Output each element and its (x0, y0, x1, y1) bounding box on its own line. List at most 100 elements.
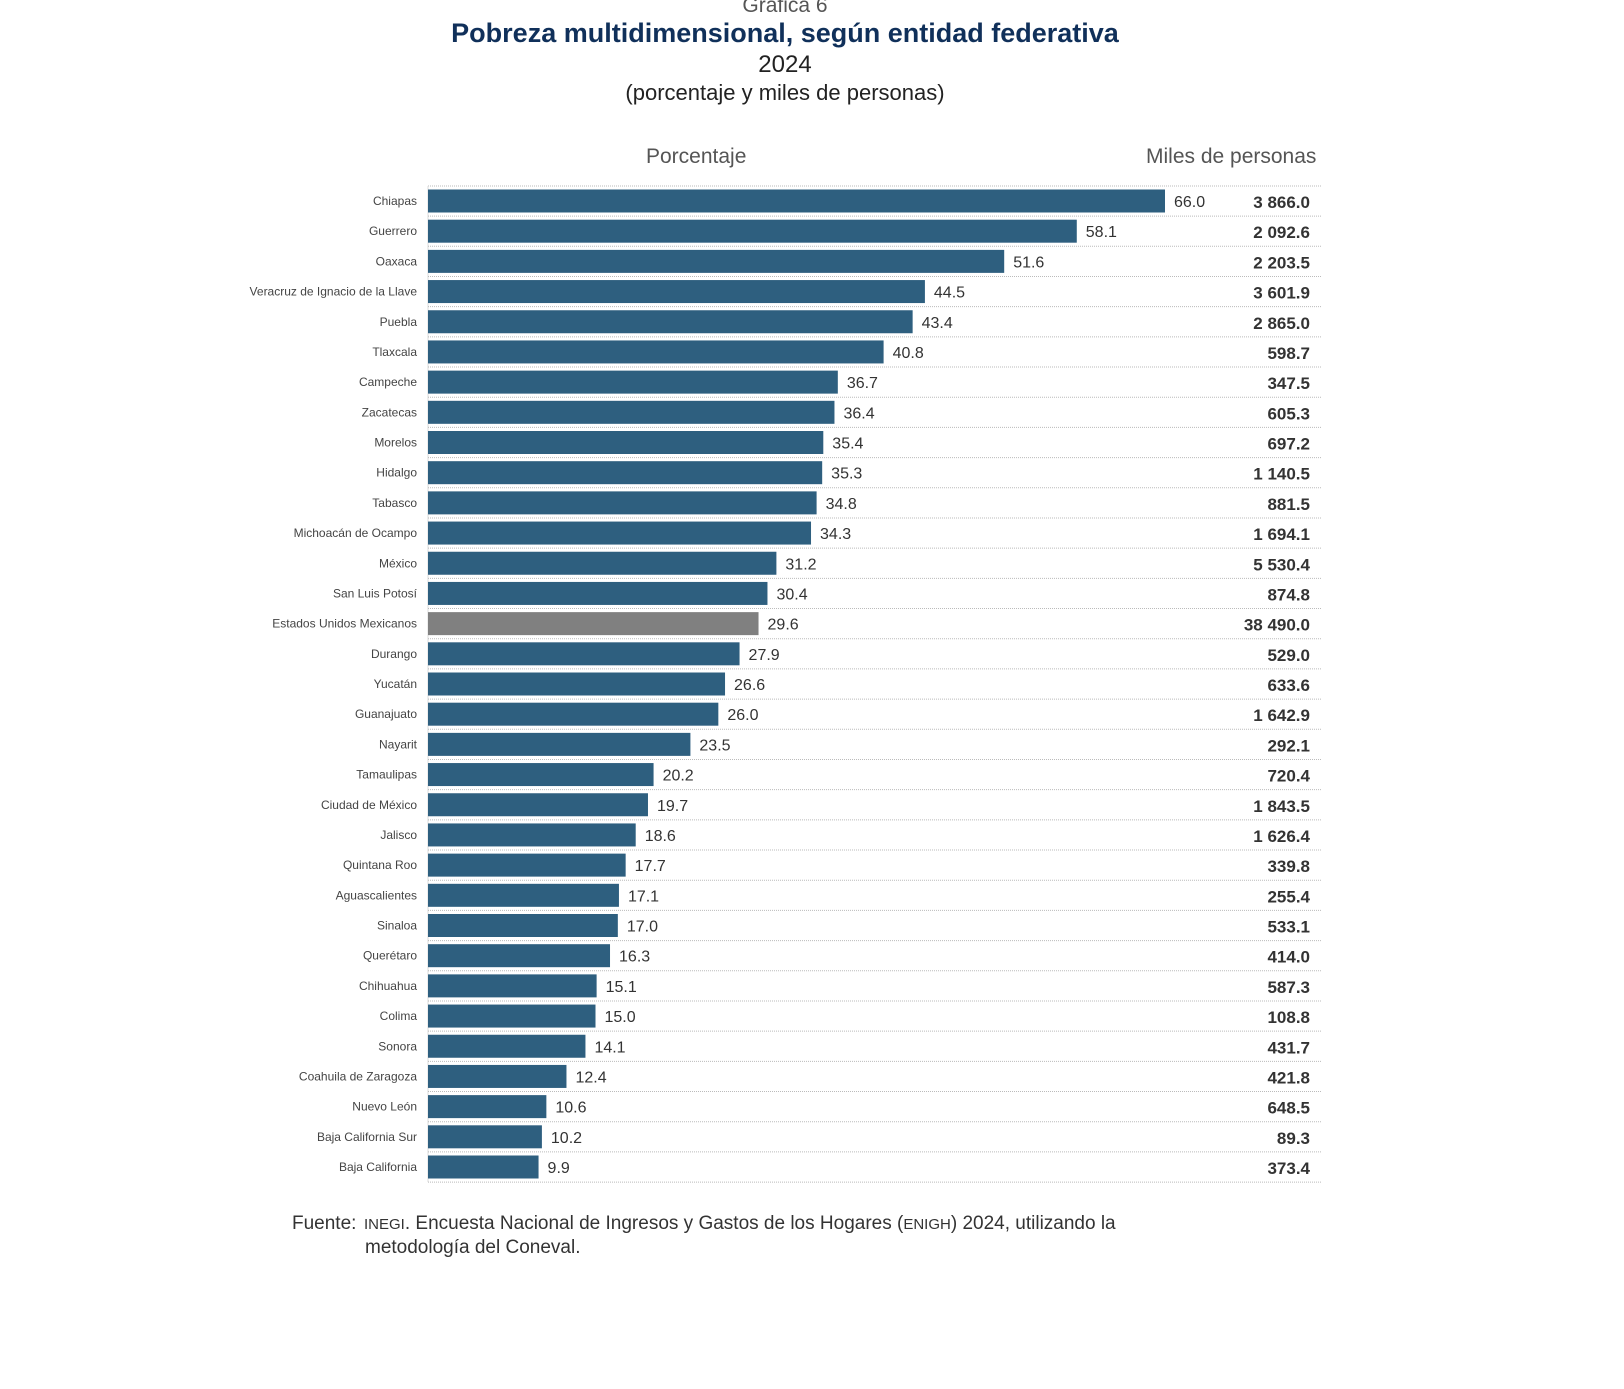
value-label: 9.9 (548, 1160, 570, 1177)
bar (428, 672, 726, 696)
bar (428, 219, 1077, 243)
category-label: Chihuahua (359, 979, 417, 993)
chart-kicker: Gráfica 6 (742, 0, 828, 17)
source-label: Fuente: (292, 1213, 357, 1234)
bar (428, 461, 823, 485)
thousands-label: 5 530.4 (1253, 555, 1310, 574)
category-label: Estados Unidos Mexicanos (272, 617, 417, 631)
bar (428, 249, 1005, 273)
category-label: Guanajuato (355, 707, 417, 721)
thousands-label: 648.5 (1267, 1099, 1310, 1118)
bar (428, 310, 913, 334)
source-line2: metodología del Coneval. (365, 1237, 581, 1258)
chart-units: (porcentaje y miles de personas) (625, 80, 945, 105)
bar (428, 732, 691, 756)
bar (428, 431, 824, 454)
thousands-label: 3 866.0 (1253, 193, 1310, 212)
bar (428, 1034, 586, 1058)
value-label: 31.2 (785, 556, 816, 573)
value-label: 58.1 (1086, 224, 1117, 241)
category-label: Nuevo León (352, 1100, 417, 1114)
thousands-column-header: Miles de personas (1146, 145, 1317, 168)
category-label: Oaxaca (376, 254, 418, 268)
category-label: Yucatán (374, 677, 417, 691)
category-label: Baja California (339, 1160, 417, 1174)
thousands-label: 1 843.5 (1253, 797, 1310, 816)
value-label: 14.1 (594, 1039, 625, 1056)
bar (428, 1125, 542, 1149)
thousands-label: 292.1 (1267, 736, 1310, 755)
bar (428, 974, 597, 998)
bar (428, 370, 838, 394)
bar (428, 883, 619, 907)
category-label: Jalisco (380, 828, 417, 842)
thousands-label: 1 626.4 (1253, 827, 1310, 846)
category-label: Tabasco (372, 496, 417, 510)
thousands-label: 108.8 (1267, 1008, 1310, 1027)
bar (428, 612, 759, 636)
category-label: Quintana Roo (343, 858, 417, 872)
thousands-label: 2 092.6 (1253, 223, 1310, 242)
value-label: 40.8 (893, 345, 924, 362)
value-label: 34.3 (820, 526, 851, 543)
category-label: Veracruz de Ignacio de la Llave (250, 285, 418, 299)
category-label: Durango (371, 647, 417, 661)
source-text-a: . Encuesta Nacional de Ingresos y Gastos… (404, 1213, 904, 1234)
thousands-label: 373.4 (1267, 1159, 1310, 1178)
value-label: 29.6 (768, 617, 799, 634)
source-note: Fuente: INEGI. Encuesta Nacional de Ingre… (292, 1212, 1116, 1259)
category-label: Guerrero (369, 224, 417, 238)
thousands-label: 697.2 (1267, 435, 1310, 454)
category-label: Morelos (374, 436, 417, 450)
value-label: 44.5 (934, 285, 965, 302)
bar (428, 491, 817, 515)
thousands-label: 89.3 (1277, 1129, 1310, 1148)
bar (428, 1095, 547, 1119)
thousands-label: 1 642.9 (1253, 706, 1310, 725)
value-label: 43.4 (922, 315, 953, 332)
value-label: 18.6 (645, 828, 676, 845)
category-label: Tamaulipas (356, 768, 417, 782)
thousands-label: 339.8 (1267, 857, 1310, 876)
source-text-b: ) 2024, utilizando la (950, 1213, 1116, 1234)
value-label: 17.0 (627, 919, 658, 936)
category-label: Chiapas (373, 194, 417, 208)
thousands-label: 874.8 (1267, 585, 1310, 604)
value-label: 15.1 (606, 979, 637, 996)
value-label: 35.4 (832, 436, 863, 453)
category-label: Hidalgo (376, 466, 417, 480)
category-label: México (379, 556, 417, 570)
thousands-label: 1 140.5 (1253, 465, 1310, 484)
thousands-label: 720.4 (1267, 767, 1310, 786)
source-abbr: ENIGH (903, 1216, 951, 1233)
category-label: Sonora (378, 1039, 417, 1053)
thousands-label: 3 601.9 (1253, 284, 1310, 303)
thousands-label: 414.0 (1267, 948, 1310, 967)
thousands-label: 605.3 (1267, 404, 1310, 423)
bar (428, 1004, 596, 1028)
value-label: 36.7 (847, 375, 878, 392)
thousands-label: 2 203.5 (1253, 253, 1310, 272)
category-label: Aguascalientes (336, 888, 417, 902)
thousands-label: 431.7 (1267, 1038, 1310, 1057)
value-label: 34.8 (826, 496, 857, 513)
bar (428, 340, 884, 364)
value-label: 35.3 (831, 466, 862, 483)
bar (428, 642, 740, 666)
value-label: 12.4 (575, 1069, 606, 1086)
bar (428, 400, 835, 424)
thousands-label: 529.0 (1267, 646, 1310, 665)
bar (428, 521, 812, 545)
thousands-label: 421.8 (1267, 1068, 1310, 1087)
value-label: 66.0 (1174, 194, 1205, 211)
value-label: 30.4 (776, 586, 807, 603)
value-label: 20.2 (663, 768, 694, 785)
category-label: Ciudad de México (321, 798, 417, 812)
thousands-label: 598.7 (1267, 344, 1310, 363)
thousands-label: 347.5 (1267, 374, 1310, 393)
value-label: 16.3 (619, 949, 650, 966)
bar (428, 793, 648, 817)
value-label: 10.2 (551, 1130, 582, 1147)
thousands-label: 2 865.0 (1253, 314, 1310, 333)
value-label: 17.7 (635, 858, 666, 875)
